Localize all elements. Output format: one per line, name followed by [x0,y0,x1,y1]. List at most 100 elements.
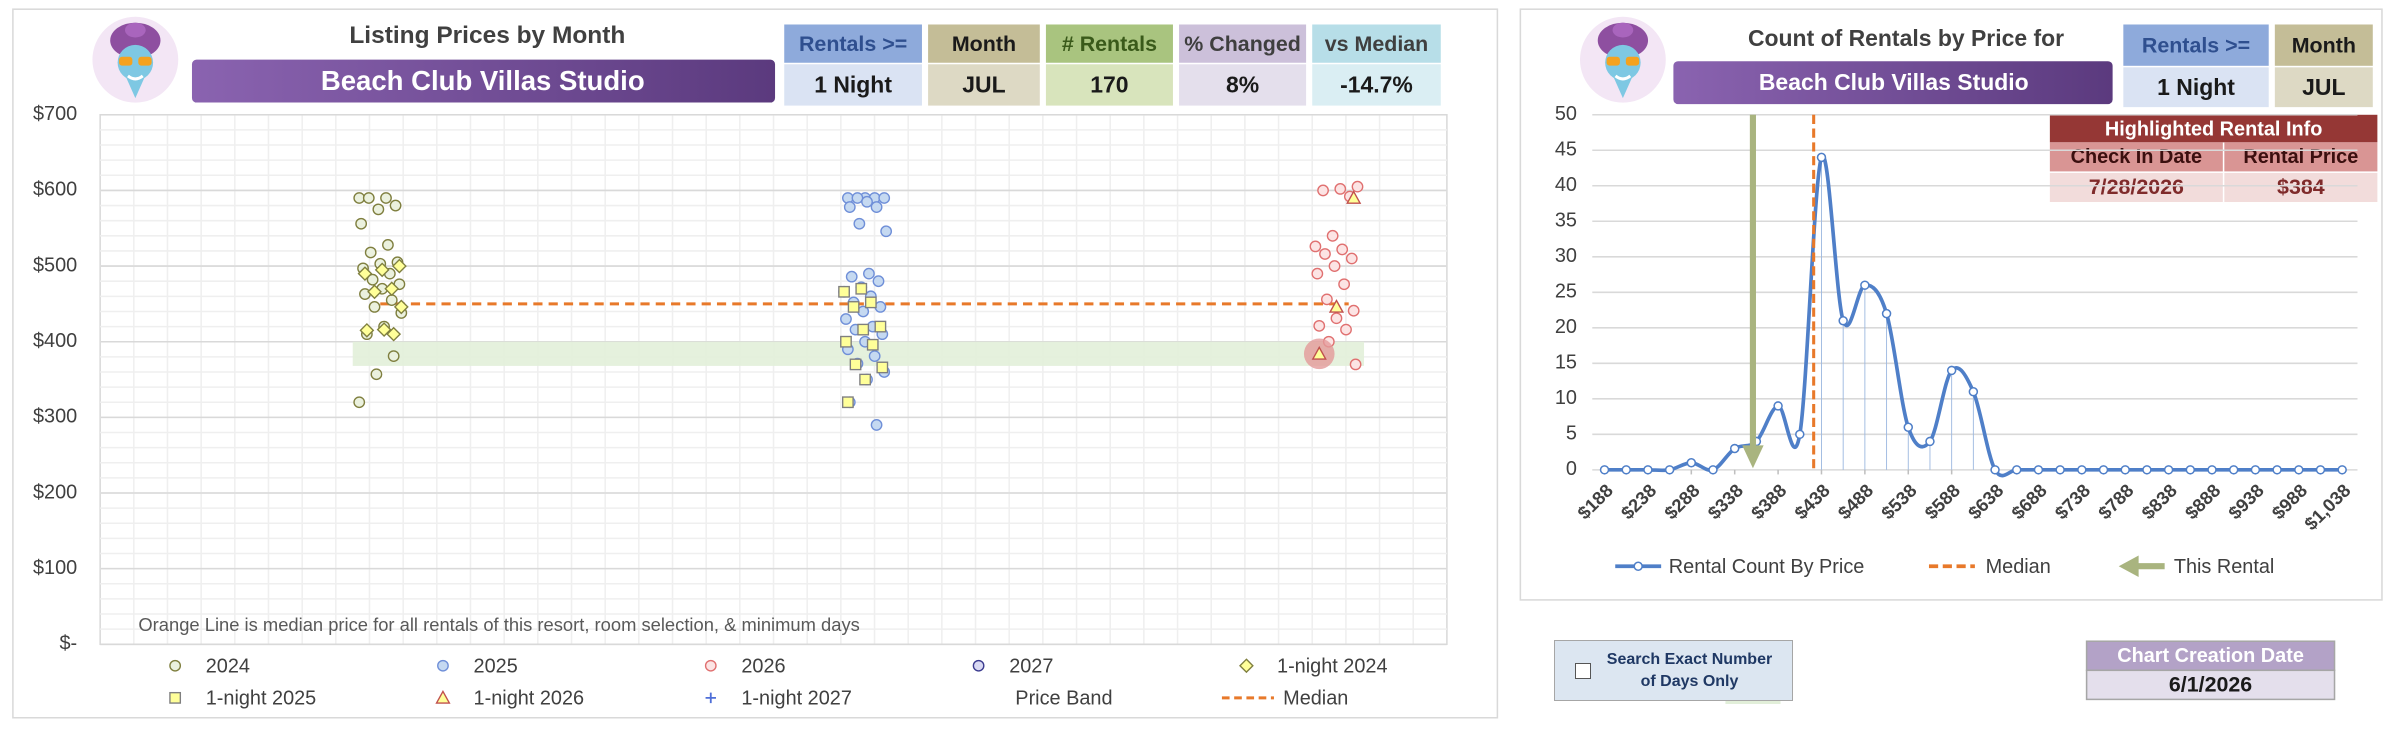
marker [1311,267,1324,280]
value-cell [1179,64,1307,106]
legend-marker [704,659,717,672]
y-tick-label: $100 [33,557,77,579]
marker [851,192,864,204]
legend-label: 2025 [474,656,518,678]
header-cell [2123,24,2269,66]
marker [1317,184,1329,197]
y-tick-label: 45 [1555,139,1577,161]
marker [845,270,858,283]
point [2033,465,2044,475]
chart-title: Listing Prices by Month [349,22,625,49]
y-tick-label: $500 [33,254,77,276]
value-cell [1045,64,1173,106]
value-text: -14.7% [1340,72,1413,98]
header-cell [928,24,1040,63]
checkbox-label[interactable]: Search Exact Number of Days Only [1606,650,1773,690]
y-tick-label: $700 [33,103,77,125]
marker [368,301,381,313]
marker [374,262,390,278]
marker [385,294,398,307]
date-value-cell [2085,669,2336,701]
value-cell [784,64,922,106]
point [1860,280,1870,290]
header-cell [2224,142,2378,172]
marker [1313,319,1326,332]
marker [870,201,883,213]
point [2228,465,2239,475]
subtitle-banner [1673,61,2113,105]
legend-marker [435,690,451,704]
legend-label: Rental Count By Price [1669,556,1865,578]
marker [868,350,881,362]
marker [1351,180,1364,193]
y-tick-label: 35 [1555,210,1577,232]
marker [1336,243,1349,256]
marker [1321,293,1333,306]
marker [362,192,375,204]
marker [367,284,382,300]
marker [359,322,375,338]
annotation: Orange Line is median price for all rent… [138,614,859,635]
y-tick-label: 0 [1566,458,1577,480]
y-tick-label: 50 [1555,103,1577,125]
legend-label: This Rental [2174,556,2275,578]
header-cell [1179,24,1307,63]
exact-days-checkbox[interactable]: Search Exact Number of Days Only [1554,640,1793,701]
marker [874,320,887,333]
point [1881,308,1892,319]
point [2272,465,2282,475]
value-cell [2123,67,2269,108]
logo [90,15,180,105]
chart-title: Count of Rentals by Price for [1748,25,2064,51]
value-text: 170 [1090,72,1128,98]
point [1968,386,1979,397]
header-text: Rentals >= [799,32,907,56]
legend-swatch [2118,555,2139,577]
marker [353,192,366,204]
point [1708,465,1718,475]
legend-marker [169,659,182,672]
marker [855,282,868,295]
marker [364,246,377,259]
marker [355,217,368,230]
legend-marker [169,691,182,704]
header-text: Rental Price [2243,146,2358,168]
marker [843,201,856,213]
logo [1578,15,1668,105]
legend-label: Price Band [1015,688,1112,710]
marker [859,373,871,386]
marker [863,267,875,280]
value-text: JUL [962,72,1005,98]
marker [841,396,854,409]
marker [1309,240,1322,253]
header-cell [2049,142,2223,172]
legend-label: Median [1283,688,1348,710]
y-tick-label: 25 [1555,281,1577,303]
legend-marker [1239,658,1254,674]
y-tick-label: $200 [33,481,77,503]
legend-label: 1-night 2025 [206,688,317,710]
legend-label: 1-night 2027 [741,688,852,710]
chart-subtitle: Beach Club Villas Studio [1759,69,2029,95]
marker [382,238,394,251]
marker [838,285,850,298]
legend-swatch [1633,561,1643,571]
y-tick-label: 5 [1566,423,1577,445]
point [1990,465,2000,475]
marker [864,296,877,309]
legend-marker [705,692,716,704]
marker [366,273,379,286]
marker [849,358,862,371]
checkbox[interactable] [1575,662,1591,679]
marker [1328,299,1345,313]
y-tick-label: $300 [33,406,77,428]
point [1795,429,1805,440]
value-text: 1 Night [2157,74,2235,100]
marker [1349,358,1362,371]
marker [372,203,385,216]
date-header-cell [2085,640,2336,672]
marker [840,335,852,348]
marker [840,313,852,325]
